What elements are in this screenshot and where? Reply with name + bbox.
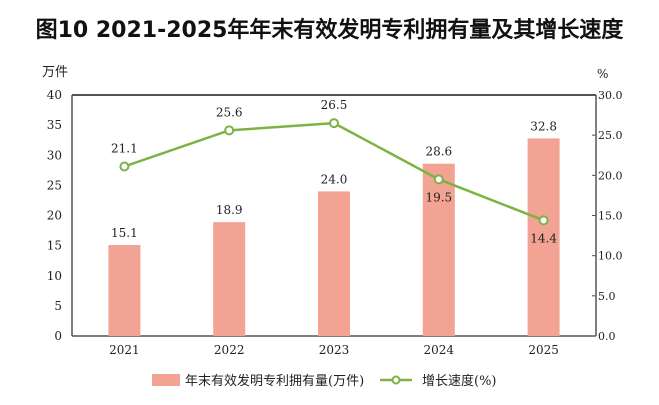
left-tick-label: 10 (47, 269, 62, 283)
line-data-label: 26.5 (321, 98, 348, 112)
bar (527, 138, 560, 336)
x-tick-label: 2023 (319, 343, 350, 357)
bar (318, 191, 350, 336)
line-point (119, 161, 130, 172)
bar-data-label: 15.1 (111, 226, 138, 240)
right-tick-label: 20.0 (598, 169, 623, 182)
legend-line-marker (391, 375, 401, 385)
right-tick-label: 25.0 (598, 129, 623, 142)
right-tick-label: 30.0 (598, 89, 623, 102)
line-point (329, 118, 339, 129)
right-axis-unit: % (597, 67, 608, 81)
left-tick-label: 35 (47, 118, 62, 132)
left-tick-label: 0 (54, 329, 62, 343)
right-tick-label: 15.0 (598, 210, 623, 223)
legend-line-label: 增长速度(%) (422, 373, 497, 389)
right-tick-label: 10.0 (598, 250, 623, 263)
line-data-label: 21.1 (111, 141, 138, 155)
x-tick-label: 2025 (528, 343, 559, 357)
bar-data-label: 32.8 (530, 119, 557, 133)
bar-data-label: 24.0 (321, 172, 348, 186)
line-point (433, 174, 444, 185)
line-data-label: 25.6 (216, 105, 243, 119)
bar-data-label: 18.9 (216, 203, 243, 217)
bar (213, 222, 246, 336)
bar-data-label: 28.6 (425, 145, 452, 159)
right-tick-label: 0.0 (598, 330, 616, 343)
left-tick-label: 25 (47, 178, 62, 192)
bar (422, 163, 455, 336)
line-point (538, 215, 549, 226)
legend-bar-label: 年末有效发明专利拥有量(万件) (185, 373, 364, 389)
chart-title: 图10 2021-2025年年末有效发明专利拥有量及其增长速度 (35, 18, 624, 43)
left-tick-label: 5 (54, 299, 62, 313)
x-tick-label: 2021 (109, 343, 140, 357)
bar (108, 245, 141, 336)
left-tick-label: 40 (47, 88, 62, 102)
left-axis-unit: 万件 (42, 65, 68, 80)
left-tick-label: 20 (47, 209, 62, 223)
line-point (224, 125, 235, 136)
right-tick-label: 5.0 (598, 290, 616, 303)
legend-bar-swatch (152, 374, 180, 386)
line-data-label: 19.5 (425, 190, 452, 204)
line-data-label: 14.4 (530, 231, 557, 245)
x-tick-label: 2024 (424, 343, 455, 357)
left-tick-label: 15 (47, 239, 62, 253)
x-tick-label: 2022 (214, 343, 245, 357)
left-tick-label: 30 (47, 148, 62, 162)
